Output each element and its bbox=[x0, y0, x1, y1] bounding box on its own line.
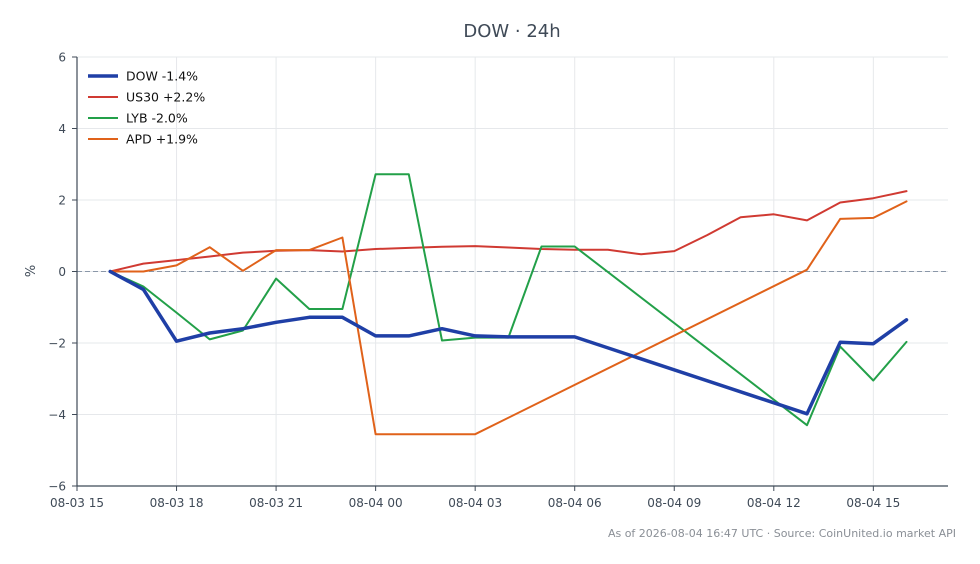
legend-label-dow: DOW -1.4% bbox=[126, 69, 198, 84]
y-tick-label: 0 bbox=[58, 265, 66, 279]
legend-label-apd: APD +1.9% bbox=[126, 132, 198, 147]
series-line-us30 bbox=[109, 190, 908, 273]
series-line-apd bbox=[109, 200, 908, 436]
y-tick-label: −2 bbox=[48, 337, 66, 351]
y-tick-label: −4 bbox=[48, 408, 66, 422]
y-tick-label: −6 bbox=[48, 480, 66, 494]
y-tick-label: 4 bbox=[58, 122, 66, 136]
x-tick-label: 08-04 12 bbox=[747, 496, 801, 510]
legend-label-us30: US30 +2.2% bbox=[126, 90, 205, 105]
legend: DOW -1.4% US30 +2.2% LYB -2.0% APD +1.9% bbox=[88, 69, 205, 147]
x-tick-label: 08-04 06 bbox=[548, 496, 602, 510]
y-axis-label: % bbox=[24, 265, 39, 277]
legend-label-lyb: LYB -2.0% bbox=[126, 111, 188, 126]
series-line-lyb bbox=[109, 173, 908, 427]
series-line-dow bbox=[108, 269, 909, 416]
x-tick-label: 08-04 09 bbox=[647, 496, 701, 510]
x-tick-label: 08-04 03 bbox=[448, 496, 502, 510]
x-tick-label: 08-03 21 bbox=[249, 496, 303, 510]
x-tick-label: 08-04 15 bbox=[846, 496, 900, 510]
x-tick-label: 08-03 15 bbox=[50, 496, 104, 510]
x-tick-label: 08-04 00 bbox=[349, 496, 403, 510]
series-lines bbox=[108, 173, 909, 436]
y-tick-label: 6 bbox=[58, 51, 66, 65]
y-tick-label: 2 bbox=[58, 194, 66, 208]
chart-title: DOW · 24h bbox=[463, 21, 560, 42]
chart-footer: As of 2026-08-04 16:47 UTC · Source: Coi… bbox=[608, 527, 956, 540]
axes: 08-03 15 08-03 18 08-03 21 08-04 00 08-04 03… bbox=[48, 51, 948, 510]
x-tick-label: 08-03 18 bbox=[150, 496, 204, 510]
